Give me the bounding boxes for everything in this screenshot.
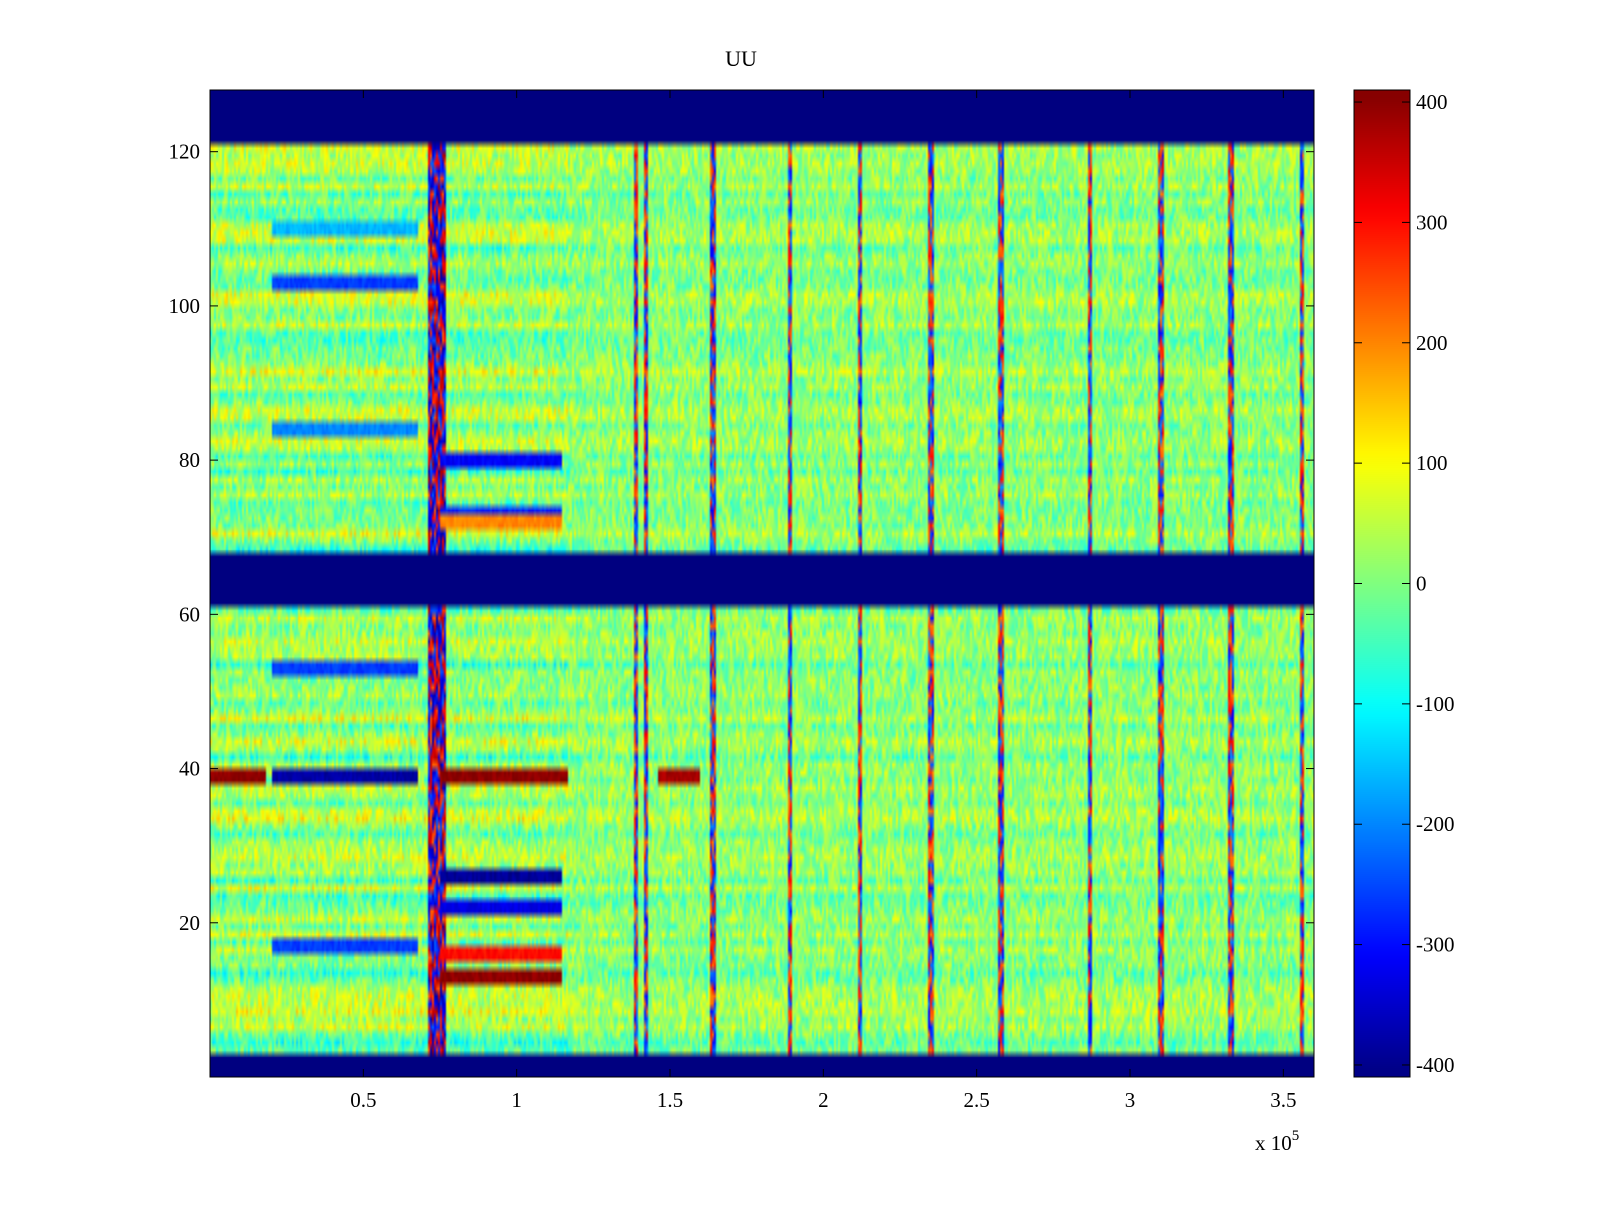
colorbar-tick-label: 100 [1416,451,1448,475]
y-tick-label: 100 [169,294,201,318]
colorbar-tick-label: 0 [1416,572,1427,596]
colorbar-tick-label: 300 [1416,210,1448,234]
plot-frame [209,89,1315,1078]
chart-title: UU [725,46,757,71]
x-exponent-base: x 10 [1255,1131,1292,1155]
colorbar-tick-label: 400 [1416,90,1448,114]
x-tick-label: 1 [511,1088,522,1112]
colorbar-tick-label: -100 [1416,692,1455,716]
y-tick-label: 20 [179,911,200,935]
x-tick-label: 2.5 [964,1088,990,1112]
y-tick-label: 80 [179,448,200,472]
colorbar-tick-label: -200 [1416,812,1455,836]
heatmap-image [210,90,1314,1077]
x-tick-label: 1.5 [657,1088,683,1112]
x-tick-label: 0.5 [350,1088,376,1112]
y-tick-label: 40 [179,757,200,781]
x-tick-label: 3.5 [1270,1088,1296,1112]
x-exponent-power: 5 [1292,1128,1300,1144]
y-axis: 20 40 60 80 100 120 [169,140,1314,935]
colorbar-tick-label: 200 [1416,331,1448,355]
colorbar-tick-label: -400 [1416,1053,1455,1077]
x-tick-label: 2 [818,1088,829,1112]
x-tick-label: 3 [1125,1088,1136,1112]
colorbar-tick-label: -300 [1416,933,1455,957]
y-tick-label: 60 [179,602,200,626]
x-axis: 0.5 1 1.5 2 2.5 3 3.5 [350,90,1296,1112]
colorbar-axis: 400 300 200 100 0 -100 -200 -300 -400 [1354,90,1455,1077]
colorbar [1354,90,1410,1077]
y-tick-label: 120 [169,140,201,164]
x-exponent-label: x 105 [1255,1128,1299,1155]
